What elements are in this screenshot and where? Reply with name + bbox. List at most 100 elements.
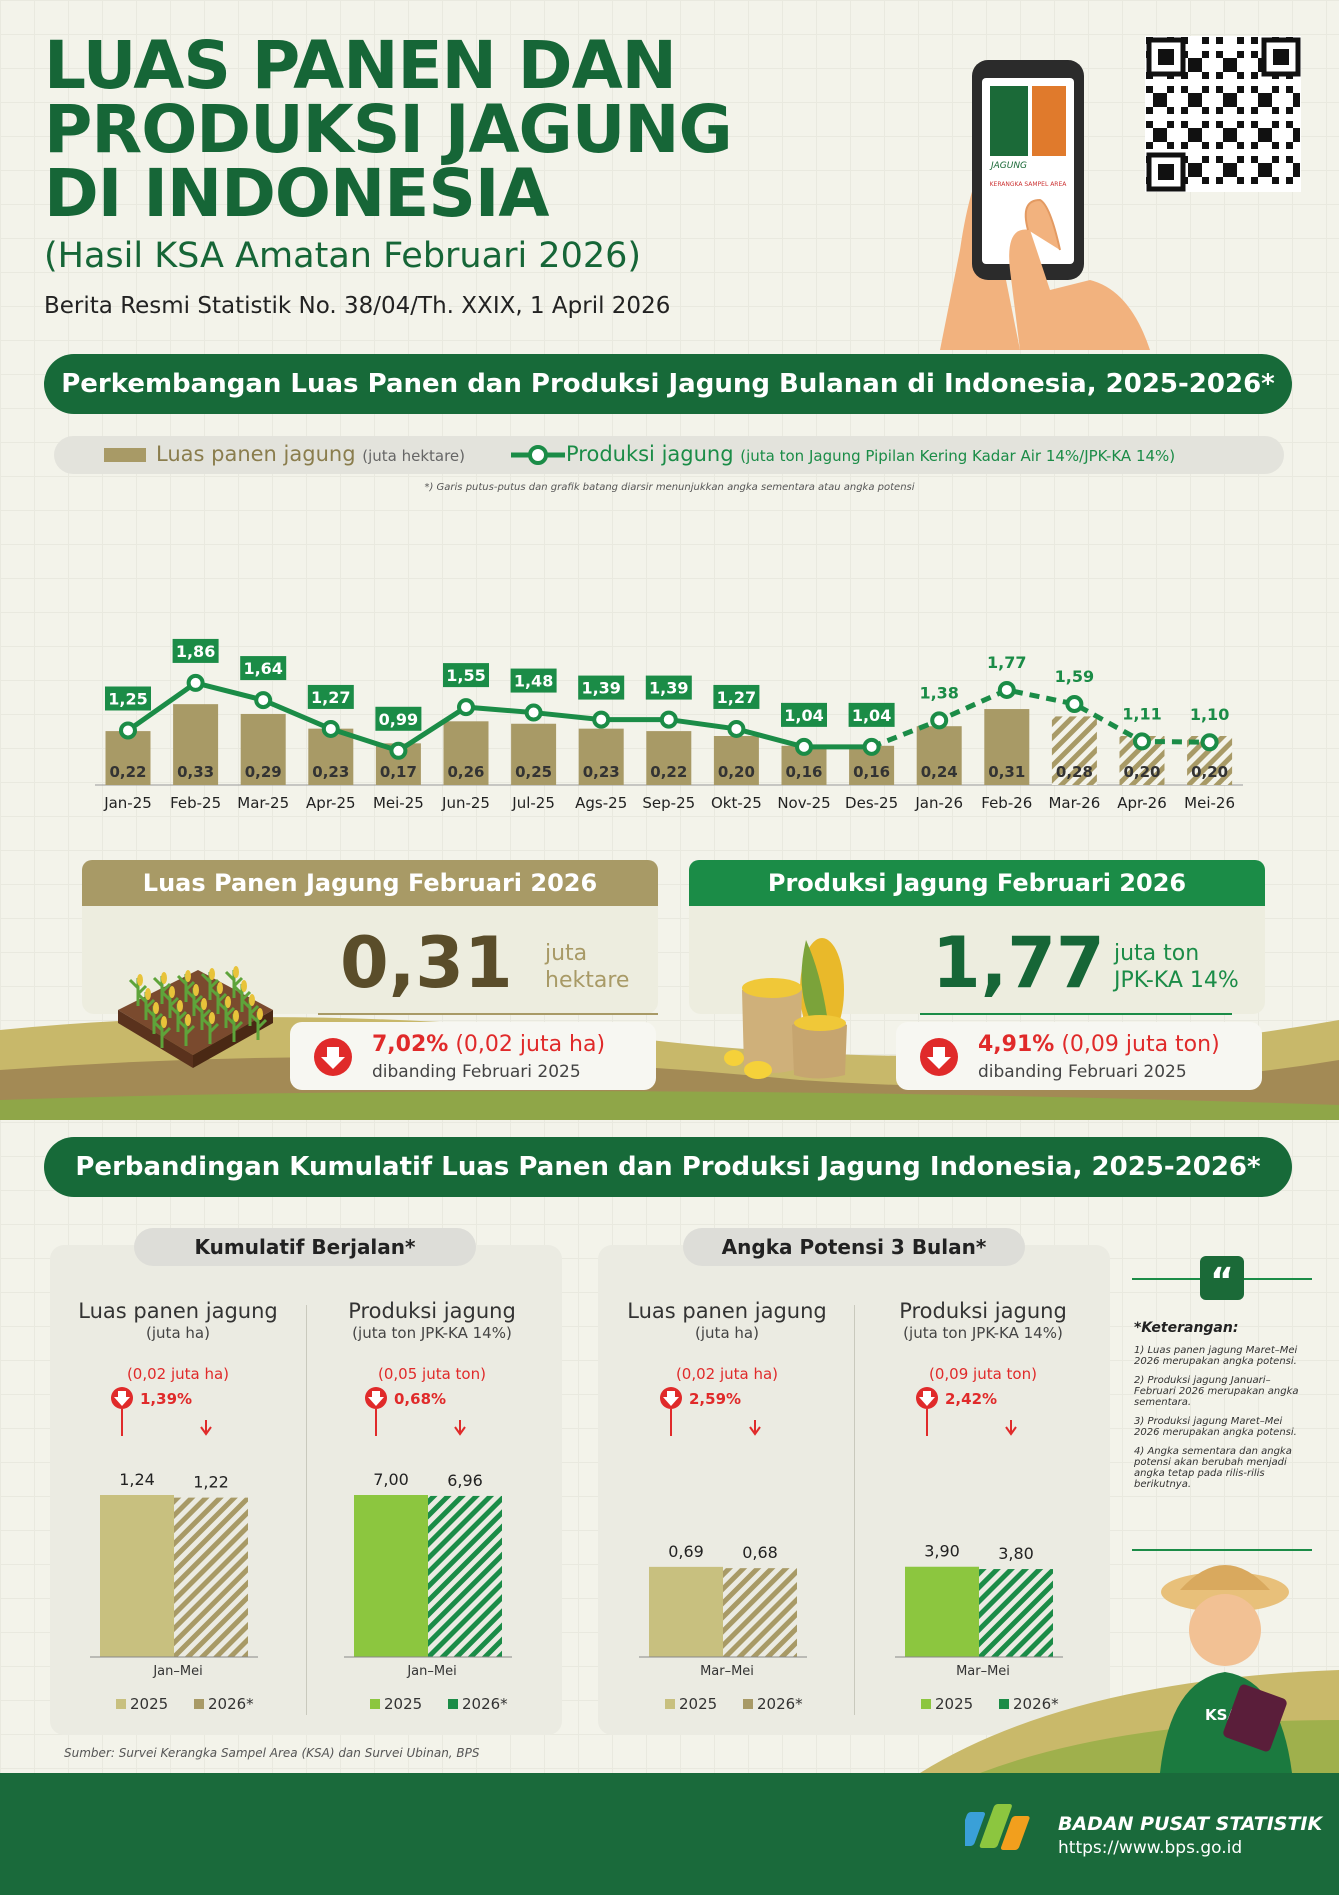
bar-2026 <box>428 1495 502 1657</box>
mini-chart-unit: (juta ha) <box>695 1324 759 1342</box>
line-point <box>254 691 273 710</box>
line-data-label: 1,48 <box>514 672 553 691</box>
down-arrow-icon <box>314 1038 352 1076</box>
down-arrow-glyph <box>919 1391 935 1406</box>
produksi-unit: juta ton JPK-KA 14% <box>1114 940 1239 994</box>
luas-unit-line1: juta <box>545 941 588 966</box>
qr-module <box>1146 121 1153 128</box>
qr-module <box>1293 170 1300 177</box>
qr-module <box>1188 170 1195 177</box>
corn-ear-shape <box>153 1002 159 1014</box>
bar-data-label: 0,17 <box>380 763 417 781</box>
bar-2026-label: 1,22 <box>193 1473 229 1492</box>
legend-line-text: Produksi jagung (juta ton Jagung Pipilan… <box>566 442 1175 466</box>
qr-module <box>1223 65 1230 72</box>
legend-2025-swatch <box>370 1699 380 1709</box>
x-tick-label: Sep-25 <box>642 794 695 812</box>
bar-luas-panen <box>308 728 354 785</box>
x-tick-label: Feb-25 <box>170 794 221 812</box>
line-label-box <box>307 684 354 709</box>
line-data-label: 1,10 <box>1190 705 1229 724</box>
corn-ear-shape <box>233 1010 239 1022</box>
line-data-label: 1,64 <box>243 659 282 678</box>
qr-module <box>1153 135 1160 142</box>
bar-data-label: 0,28 <box>1056 763 1093 781</box>
bar-2026 <box>723 1568 797 1657</box>
corn-ear-shape <box>193 984 199 996</box>
qr-finder-ring <box>1146 37 1186 77</box>
qr-module <box>1181 107 1188 114</box>
bar-luas-panen <box>578 728 624 785</box>
title-line-1: LUAS PANEN DAN <box>44 27 677 104</box>
legend-bar-swatch <box>104 448 146 462</box>
produksi-change-line: 4,91% (0,09 juta ton) <box>978 1032 1220 1057</box>
corn-ear-shape <box>209 1012 215 1024</box>
mini-change-pct: 0,68% <box>394 1390 446 1408</box>
line-data-label: 1,27 <box>311 688 350 707</box>
legend-2025-label: 2025 <box>130 1695 168 1713</box>
legend-2026-label: 2026* <box>1013 1695 1059 1713</box>
qr-module <box>1251 177 1258 184</box>
qr-module <box>1195 100 1202 107</box>
legend-bar-text: Luas panen jagung (juta hektare) <box>156 442 465 466</box>
qr-module <box>1265 93 1272 100</box>
field-side-left <box>118 1010 193 1068</box>
section1-banner: Perkembangan Luas Panen dan Produksi Jag… <box>44 354 1292 414</box>
line-point <box>457 698 475 717</box>
line-data-label: 1,86 <box>176 642 215 661</box>
qr-module <box>1286 177 1293 184</box>
qr-module <box>1258 100 1265 107</box>
line-label-box <box>510 668 557 693</box>
qr-code-icon[interactable] <box>1145 36 1301 192</box>
qr-module <box>1223 135 1230 142</box>
luas-change-box: 7,02% (0,02 juta ha) dibanding Februari … <box>290 1022 656 1090</box>
legend-2025-swatch <box>921 1699 931 1709</box>
bar-2025-label: 3,90 <box>924 1542 960 1561</box>
qr-module <box>1272 177 1279 184</box>
qr-module <box>1146 86 1153 93</box>
keterangan-item: 2) Produksi jagung Januari–Februari 2026… <box>1134 1375 1299 1408</box>
legend-2026-swatch <box>743 1699 753 1709</box>
qr-module <box>1216 121 1223 128</box>
produksi-change-box: 4,91% (0,09 juta ton) dibanding Februari… <box>896 1022 1262 1090</box>
line-point <box>1065 694 1084 713</box>
qr-module <box>1195 128 1202 135</box>
down-arrow-glyph <box>927 1047 951 1069</box>
luas-compare: dibanding Februari 2025 <box>372 1062 581 1082</box>
footer <box>0 1773 1339 1895</box>
qr-module <box>1223 170 1230 177</box>
panel-kumulatif-title: Kumulatif Berjalan* <box>134 1228 476 1266</box>
line-point <box>321 719 340 738</box>
produksi-card-header: Produksi Jagung Februari 2026 <box>689 860 1265 906</box>
qr-module <box>1188 65 1195 72</box>
release-number: Berita Resmi Statistik No. 38/04/Th. XXI… <box>44 293 671 319</box>
line-label-box <box>172 638 219 663</box>
section2-banner: Perbandingan Kumulatif Luas Panen dan Pr… <box>44 1137 1292 1197</box>
bps-logo-orange-shape <box>1000 1816 1030 1850</box>
bar-2026 <box>979 1569 1053 1657</box>
bar-2025 <box>100 1495 174 1657</box>
x-tick-label: Jun-25 <box>441 794 490 812</box>
bar-data-label: 0,16 <box>853 763 890 781</box>
qr-module <box>1195 65 1202 72</box>
legend-2025-label: 2025 <box>679 1695 717 1713</box>
qr-module <box>1286 107 1293 114</box>
bps-logo-icon[interactable] <box>965 1798 1045 1868</box>
sack-right-shape <box>792 1017 847 1079</box>
qr-module <box>1237 51 1244 58</box>
corn-ear-shape <box>177 1000 183 1012</box>
line-label-box <box>375 706 422 731</box>
produksi-value: 1,77 <box>932 922 1105 1004</box>
line-produksi-dashed <box>870 687 1210 750</box>
bar-2025-label: 7,00 <box>373 1470 409 1489</box>
qr-module <box>1195 170 1202 177</box>
bar-2025 <box>354 1495 428 1657</box>
footer-url[interactable]: https://www.bps.go.id <box>1058 1838 1243 1858</box>
line-label-box <box>240 656 287 681</box>
qr-module <box>1153 100 1160 107</box>
phone-hand-illustration: JAGUNG KERANGKA SAMPEL AREA <box>940 60 1150 350</box>
farmer-face-shape <box>1189 1594 1261 1666</box>
corn-husk-shape <box>801 940 830 1040</box>
qr-module <box>1293 135 1300 142</box>
qr-finder-center <box>1158 164 1174 180</box>
